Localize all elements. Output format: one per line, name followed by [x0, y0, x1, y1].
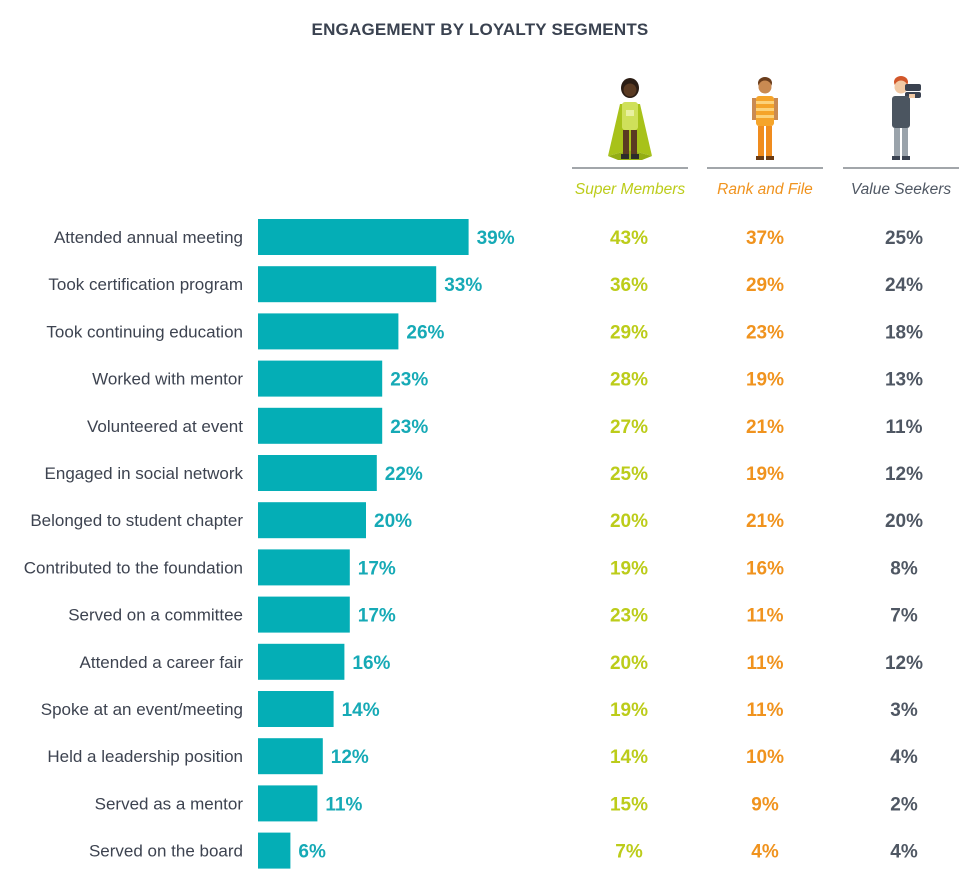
- bar: [258, 596, 350, 633]
- segment-value-super-members: 20%: [610, 511, 648, 532]
- bar-value-label: 16%: [352, 653, 390, 674]
- chart-title: ENGAGEMENT BY LOYALTY SEGMENTS: [311, 20, 649, 39]
- segment-value-value-seekers: 7%: [890, 606, 918, 627]
- segment-value-value-seekers: 2%: [890, 794, 918, 815]
- segment-value-rank-and-file: 29%: [746, 275, 784, 296]
- bar-value-label: 23%: [390, 417, 428, 438]
- bar-value-label: 17%: [358, 558, 396, 579]
- bar-value-label: 12%: [331, 747, 369, 768]
- segment-value-value-seekers: 3%: [890, 700, 918, 721]
- segment-value-value-seekers: 4%: [890, 747, 918, 768]
- segment-value-super-members: 29%: [610, 322, 648, 343]
- segment-value-rank-and-file: 4%: [751, 842, 779, 863]
- bar-value-label: 14%: [342, 700, 380, 721]
- segment-value-super-members: 19%: [610, 558, 648, 579]
- segment-value-super-members: 20%: [610, 653, 648, 674]
- bar: [258, 455, 377, 491]
- segment-value-rank-and-file: 11%: [747, 653, 784, 674]
- segment-value-rank-and-file: 23%: [746, 322, 784, 343]
- segment-value-super-members: 14%: [610, 747, 648, 768]
- segment-value-super-members: 19%: [610, 700, 648, 721]
- category-label: Contributed to the foundation: [24, 558, 243, 577]
- segment-value-value-seekers: 12%: [885, 653, 923, 674]
- bar-value-label: 33%: [444, 275, 482, 296]
- bar: [258, 360, 383, 397]
- segment-value-rank-and-file: 16%: [746, 558, 784, 579]
- caped-hero-icon: [572, 72, 688, 172]
- category-label: Served as a mentor: [95, 794, 244, 813]
- segment-value-super-members: 23%: [610, 606, 648, 627]
- bar: [258, 738, 323, 775]
- segment-value-value-seekers: 11%: [886, 417, 923, 438]
- bar: [258, 691, 334, 727]
- segment-value-rank-and-file: 19%: [746, 464, 784, 485]
- category-label: Served on the board: [89, 842, 243, 861]
- bar: [258, 785, 318, 822]
- segment-name-super-members: Super Members: [574, 181, 686, 198]
- bar-value-label: 39%: [477, 228, 515, 249]
- segment-value-value-seekers: 12%: [885, 464, 923, 485]
- segment-value-super-members: 15%: [610, 794, 648, 815]
- category-label: Attended annual meeting: [54, 228, 243, 247]
- segment-value-rank-and-file: 19%: [746, 370, 784, 391]
- segment-value-rank-and-file: 21%: [746, 511, 784, 532]
- bar-value-label: 23%: [390, 370, 428, 391]
- segment-value-value-seekers: 18%: [885, 322, 923, 343]
- segment-value-super-members: 27%: [610, 417, 648, 438]
- segment-value-rank-and-file: 11%: [747, 606, 784, 627]
- segment-value-rank-and-file: 11%: [747, 700, 784, 721]
- category-label: Belonged to student chapter: [30, 511, 243, 530]
- segment-value-rank-and-file: 9%: [751, 794, 779, 815]
- bar: [258, 219, 469, 255]
- category-label: Volunteered at event: [87, 417, 243, 436]
- category-label: Held a leadership position: [47, 747, 243, 766]
- category-label: Served on a committee: [68, 606, 243, 625]
- bar: [258, 832, 291, 869]
- bar: [258, 407, 383, 444]
- segment-value-value-seekers: 20%: [885, 511, 923, 532]
- bar: [258, 549, 350, 586]
- category-label: Attended a career fair: [80, 653, 244, 672]
- segment-name-value-seekers: Value Seekers: [850, 181, 952, 198]
- segment-value-super-members: 28%: [610, 370, 648, 391]
- bar: [258, 313, 399, 350]
- category-label: Engaged in social network: [45, 464, 244, 483]
- bar: [258, 502, 366, 539]
- segment-value-value-seekers: 24%: [885, 275, 923, 296]
- segment-value-value-seekers: 4%: [890, 842, 918, 863]
- bar: [258, 643, 345, 680]
- segment-value-super-members: 43%: [610, 228, 648, 249]
- bar-value-label: 26%: [406, 322, 444, 343]
- segment-value-value-seekers: 8%: [890, 558, 918, 579]
- bar-value-label: 6%: [298, 842, 326, 863]
- category-label: Worked with mentor: [92, 370, 243, 389]
- bar-value-label: 22%: [385, 464, 423, 485]
- segment-value-rank-and-file: 10%: [746, 747, 784, 768]
- category-label: Spoke at an event/meeting: [41, 700, 243, 719]
- category-label: Took continuing education: [46, 322, 243, 341]
- person-striped-shirt-icon: [707, 72, 823, 172]
- segment-value-value-seekers: 13%: [885, 370, 923, 391]
- segment-value-super-members: 7%: [615, 842, 643, 863]
- bar-value-label: 17%: [358, 606, 396, 627]
- bar-value-label: 11%: [325, 794, 362, 815]
- segment-value-super-members: 36%: [610, 275, 648, 296]
- bar-value-label: 20%: [374, 511, 412, 532]
- segment-name-rank-and-file: Rank and File: [717, 181, 813, 198]
- segment-value-value-seekers: 25%: [885, 228, 923, 249]
- segment-value-rank-and-file: 21%: [746, 417, 784, 438]
- bar: [258, 266, 437, 303]
- category-label: Took certification program: [48, 275, 243, 294]
- segment-value-super-members: 25%: [610, 464, 648, 485]
- person-binoculars-icon: [843, 72, 959, 172]
- segment-value-rank-and-file: 37%: [746, 228, 784, 249]
